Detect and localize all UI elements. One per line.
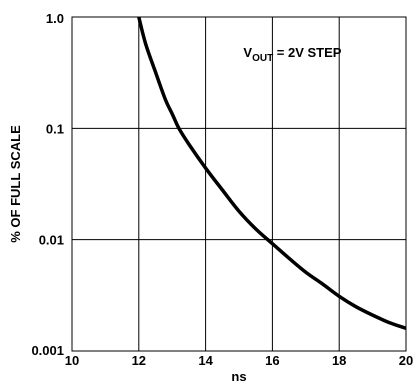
- annotation-subscript: OUT: [252, 53, 273, 64]
- annotation-suffix: = 2V STEP: [273, 45, 342, 60]
- vout-annotation: VOUT = 2V STEP: [243, 45, 341, 64]
- x-tick-label: 16: [265, 353, 279, 368]
- settling-curve: [137, 16, 407, 330]
- y-tick-labels: 0.001 0.01 0.1 1.0: [31, 11, 64, 358]
- y-axis-title: % OF FULL SCALE: [8, 125, 23, 243]
- x-tick-label: 10: [65, 353, 79, 368]
- y-tick-label: 0.1: [46, 121, 64, 136]
- y-tick-label: 0.01: [39, 233, 64, 248]
- x-tick-labels: 10 12 14 16 18 20: [65, 353, 413, 368]
- x-axis-title: ns: [231, 369, 246, 384]
- annotation-prefix: V: [243, 45, 252, 60]
- y-tick-label: 1.0: [46, 11, 64, 26]
- plot-frame: [71, 16, 407, 352]
- x-tick-label: 14: [198, 353, 213, 368]
- curve-layer: [137, 16, 407, 330]
- x-tick-label: 20: [399, 353, 413, 368]
- y-tick-label: 0.001: [31, 343, 64, 358]
- grid: [72, 17, 406, 351]
- x-tick-label: 12: [132, 353, 146, 368]
- x-tick-label: 18: [332, 353, 346, 368]
